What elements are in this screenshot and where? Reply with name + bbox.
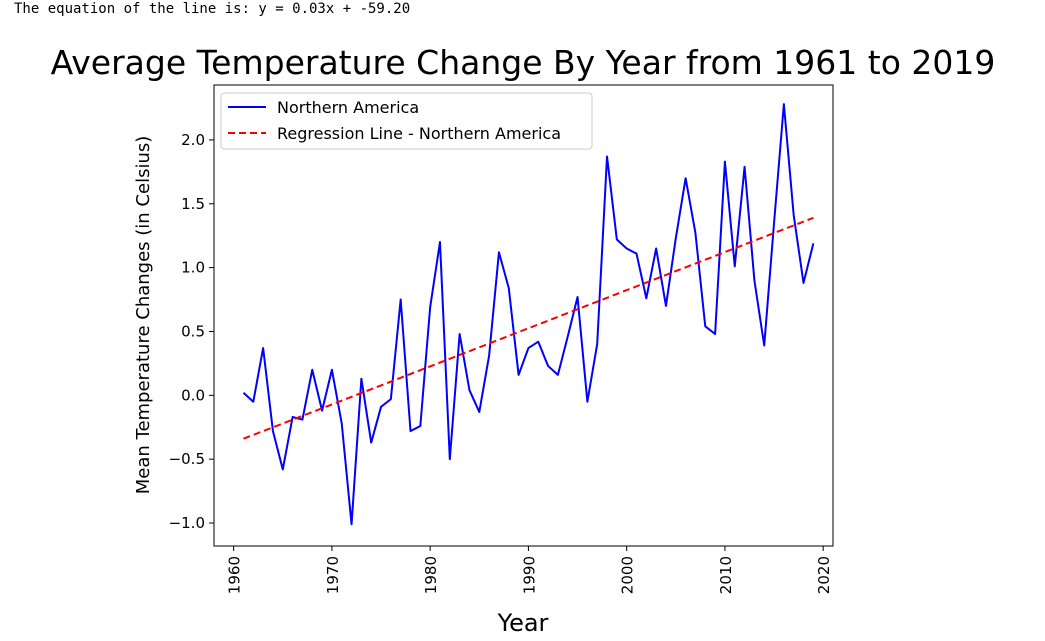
legend-label-northern-america: Northern America bbox=[277, 98, 419, 117]
x-tick-label: 1960 bbox=[226, 556, 244, 594]
x-tick-label: 1970 bbox=[324, 556, 342, 594]
y-tick-label: 1.5 bbox=[181, 195, 205, 213]
x-tick-label: 1980 bbox=[422, 556, 440, 594]
chart-title: Average Temperature Change By Year from … bbox=[51, 43, 996, 82]
series-line-regression bbox=[243, 216, 814, 440]
x-tick-label: 2020 bbox=[815, 556, 833, 594]
legend-box bbox=[220, 92, 593, 150]
legend-label-regression-line: Regression Line - Northern America bbox=[277, 124, 561, 143]
legend: Northern America Regression Line - North… bbox=[220, 92, 593, 150]
y-axis-label: Mean Temperature Changes (in Celsius) bbox=[133, 136, 154, 495]
regression-equation-output: The equation of the line is: y = 0.03x +… bbox=[14, 1, 411, 17]
y-tick-label: 0.5 bbox=[181, 322, 205, 340]
y-tick-label: −1.0 bbox=[169, 514, 205, 532]
x-axis-label: Year bbox=[497, 609, 549, 637]
x-tick-label: 2010 bbox=[717, 556, 735, 594]
y-tick-label: −0.5 bbox=[169, 450, 205, 468]
x-tick-label: 2000 bbox=[619, 556, 637, 594]
y-tick-label: 1.0 bbox=[181, 259, 205, 277]
x-tick-label: 1990 bbox=[520, 556, 538, 594]
plot-area-frame bbox=[213, 84, 834, 547]
series-line-northern-america bbox=[242, 103, 815, 526]
y-tick-label: 2.0 bbox=[181, 131, 205, 149]
y-tick-label: 0.0 bbox=[181, 386, 205, 404]
